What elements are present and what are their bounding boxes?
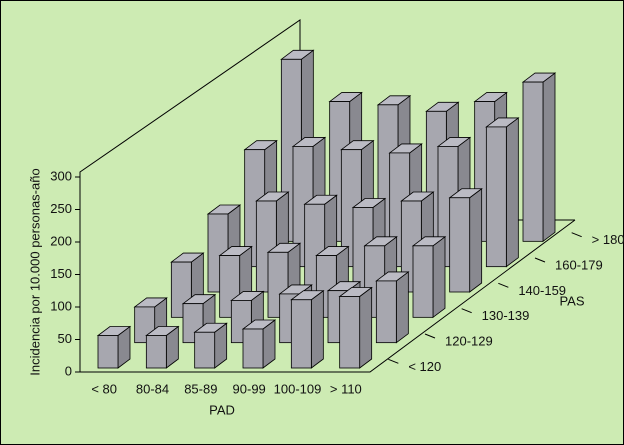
bar	[290, 289, 325, 369]
bar-side	[359, 286, 373, 369]
x-tick-label: > 110	[330, 381, 362, 396]
bar-front	[339, 296, 361, 369]
bar-side	[310, 289, 324, 369]
y-tick-label: 100	[50, 298, 72, 313]
bar-side	[469, 187, 483, 293]
y-tick-label: 250	[50, 201, 72, 216]
bar-front	[412, 245, 434, 318]
z-axis-label: PAS	[559, 293, 584, 308]
z-tick	[498, 282, 509, 288]
x-tick-label: 85-89	[184, 381, 217, 396]
bar-front	[375, 280, 397, 344]
bar	[96, 325, 132, 369]
y-tick-label: 50	[58, 331, 72, 346]
y-axis-label: Incidencia por 10.000 personas-año	[27, 168, 42, 375]
bar	[193, 322, 228, 369]
y-tick-label: 200	[50, 233, 72, 248]
z-tick	[388, 358, 399, 364]
z-tick-label: 160-179	[555, 257, 603, 272]
bar-front	[194, 331, 216, 369]
bar-front	[145, 335, 167, 369]
bar	[485, 117, 520, 268]
bar	[448, 187, 483, 293]
bar-side	[505, 117, 519, 268]
bar-front	[242, 328, 264, 369]
bar	[375, 271, 410, 344]
z-tick-label: < 120	[408, 359, 441, 374]
y-tick-label: 300	[50, 168, 72, 183]
bar-front	[290, 299, 312, 369]
floor-edge	[80, 219, 576, 373]
z-tick	[534, 257, 546, 263]
bar-front	[522, 81, 544, 242]
bar	[411, 236, 447, 319]
z-tick-label: 120-129	[445, 333, 493, 348]
bar-front	[485, 126, 507, 268]
bar-side	[542, 72, 556, 243]
x-tick-label: < 80	[91, 381, 117, 396]
bar-front	[97, 335, 119, 369]
bar-side	[395, 271, 409, 344]
bar	[338, 286, 373, 369]
z-tick	[571, 232, 582, 238]
bar-front	[449, 197, 471, 293]
z-tick-label: 130-139	[482, 308, 530, 323]
x-tick-label: 100-109	[274, 381, 322, 396]
x-tick-label: 80-84	[136, 381, 169, 396]
z-tick	[424, 333, 436, 339]
y-tick-label: 150	[50, 266, 72, 281]
y-tick-label: 0	[65, 363, 72, 378]
bar	[521, 72, 557, 243]
x-axis-label: PAD	[209, 402, 235, 417]
z-tick-label: 140-159	[518, 283, 566, 298]
z-tick-label: > 180	[592, 232, 624, 247]
bar	[145, 325, 180, 369]
x-tick-label: 90-99	[233, 381, 266, 396]
bar-side	[432, 236, 446, 319]
z-tick	[461, 308, 472, 314]
bar	[241, 319, 277, 369]
